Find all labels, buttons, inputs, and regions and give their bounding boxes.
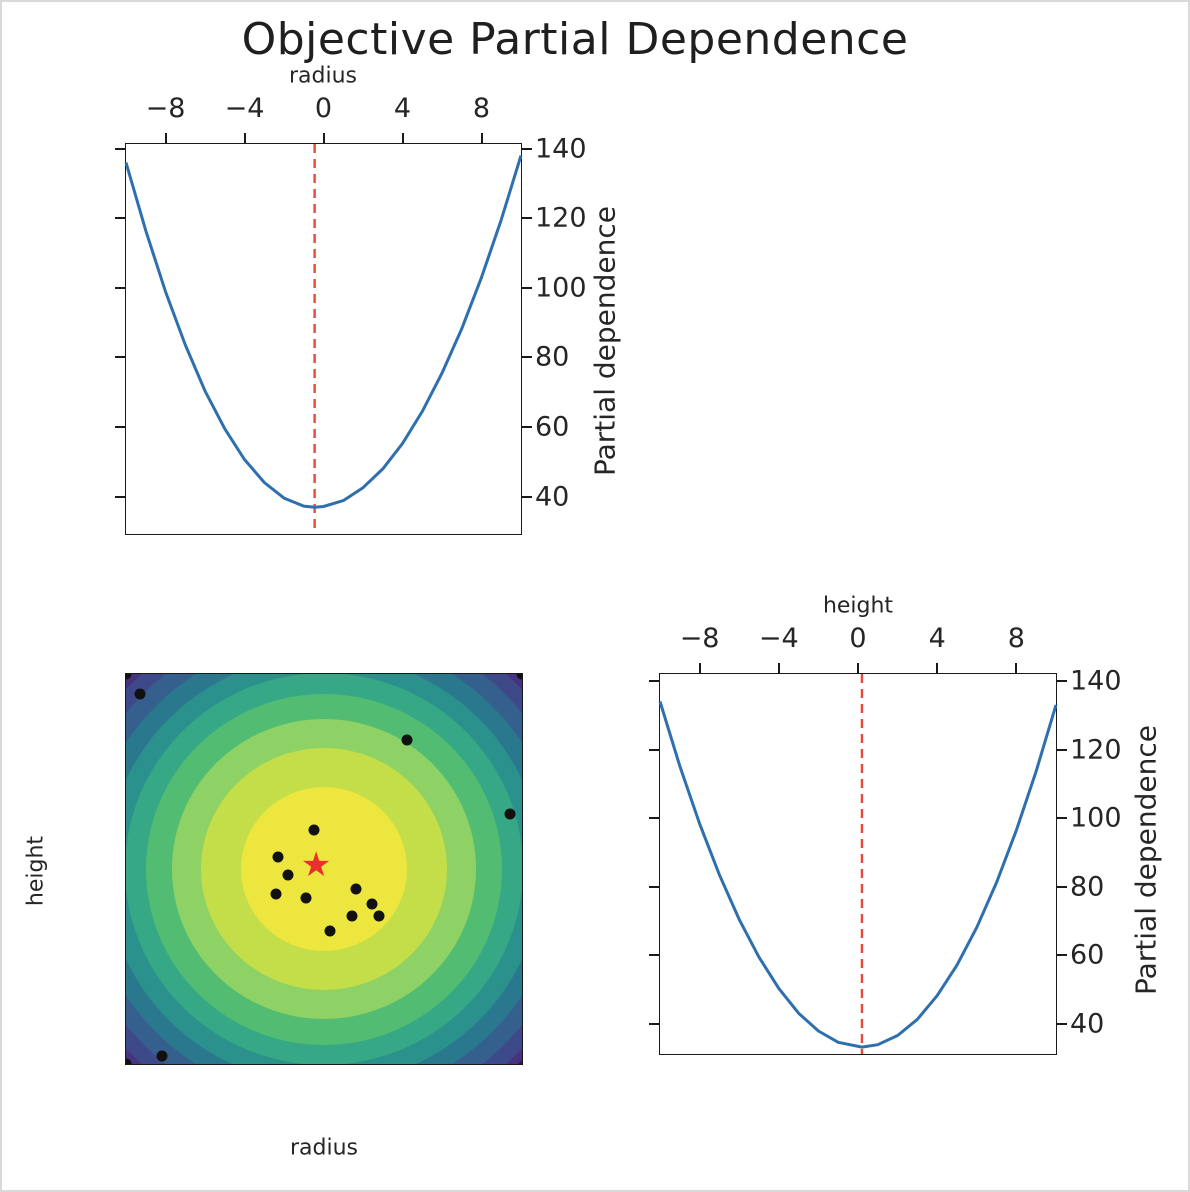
pd-plot-radius: −8 −4 0 4 8 40 60 80 100 120 140 [115,95,587,535]
y-tick-label: 120 [1070,734,1122,766]
y-tick-mark-right [522,426,532,429]
sample-point [300,892,312,904]
contour-band [240,787,408,951]
y-tick-mark-left [115,495,125,498]
sample-point [126,674,132,680]
sample-point [350,883,362,894]
y-tick-mark-left [115,426,125,429]
pd-height-yaxis-label: Partial dependence [1129,724,1163,996]
y-tick-mark-left [649,1023,659,1026]
x-tick-label: 0 [849,623,867,654]
y-tick-mark-right [522,495,532,498]
y-tick-mark-left [115,217,125,220]
best-point-star: ★ [300,845,332,886]
y-tick-mark-left [649,954,659,957]
y-tick-mark-right [1057,954,1067,957]
x-tick-label: −4 [758,623,799,654]
x-tick-label: −8 [679,623,720,654]
x-tick-mark [323,1064,325,1065]
y-tick-mark-left [649,748,659,751]
figure-title: Objective Partial Dependence [241,14,909,65]
sample-point [516,674,522,680]
x-tick-mark [857,663,859,673]
y-tick-mark-right [1057,817,1067,820]
x-tick-mark [698,663,701,673]
x-tick-mark [481,1064,483,1065]
sample-point [134,688,146,699]
y-tick-label: 40 [1070,1008,1105,1040]
x-tick-mark [243,133,246,143]
pd-curve-layer [124,144,523,534]
y-tick-mark-right [522,356,532,359]
sample-point [270,888,282,900]
x-tick-mark [1015,663,1018,673]
y-tick-mark-right [1057,748,1067,751]
y-tick-mark-left [115,286,125,289]
y-tick-mark-right [1057,885,1067,888]
y-tick-label: 100 [1070,802,1122,834]
y-tick-mark-left [649,817,659,820]
x-tick-mark [322,133,325,143]
sample-point [282,869,294,881]
y-tick-label: 80 [1070,871,1105,903]
y-tick-mark-right [1057,1023,1067,1026]
y-tick-label: 140 [1070,665,1122,697]
sample-point [272,851,284,863]
partial-dependence-curve [658,701,1058,1049]
sample-point [156,1050,168,1062]
pd-radius-xaxis-label: radius [288,63,358,89]
x-tick-mark [480,133,483,143]
x-tick-mark [401,133,404,143]
pd-plot-height: −8 −4 0 4 8 40 60 80 100 120 140 [649,625,1122,1055]
sample-point [126,1058,132,1064]
y-tick-mark-right [522,286,532,289]
y-tick-mark-right [1057,679,1067,682]
x-tick-label: 8 [1007,623,1025,654]
y-tick-label: 140 [535,133,587,165]
sample-point [346,910,358,922]
y-tick-label: 100 [535,272,587,304]
x-tick-mark [165,1064,167,1065]
x-tick-label: 4 [393,93,412,124]
x-tick-label: 8 [472,93,491,124]
pd-radius-yaxis-label: Partial dependence [588,205,622,477]
sample-point [324,925,336,937]
y-tick-mark-left [649,679,659,682]
x-tick-mark [164,133,167,143]
contour-yaxis-label: height [23,835,49,907]
sample-point [504,808,516,820]
x-tick-label: 4 [928,623,946,654]
y-tick-mark-left [649,885,659,888]
y-tick-mark-right [522,217,532,220]
y-tick-label: 60 [535,411,570,443]
contour-xaxis-label: radius [289,1135,359,1161]
y-tick-label: 60 [1070,939,1105,971]
y-tick-mark-right [522,147,532,150]
sample-point [366,898,378,910]
y-tick-label: 120 [535,202,587,234]
y-tick-label: 80 [535,341,570,373]
x-tick-mark [777,663,780,673]
pd-curve-layer [658,674,1058,1054]
x-tick-label: 0 [314,93,333,124]
x-tick-label: −8 [145,93,186,124]
sample-point [373,910,385,922]
x-tick-mark [936,663,939,673]
sample-point [308,824,320,836]
y-tick-mark-left [115,356,125,359]
y-tick-label: 40 [535,481,570,513]
partial-dependence-curve [124,155,523,509]
x-tick-mark [402,1064,404,1065]
x-tick-label: −4 [224,93,265,124]
y-tick-mark-left [115,147,125,150]
sample-point [401,734,413,746]
pd-height-xaxis-label: height [822,593,894,619]
x-tick-mark [244,1064,246,1065]
